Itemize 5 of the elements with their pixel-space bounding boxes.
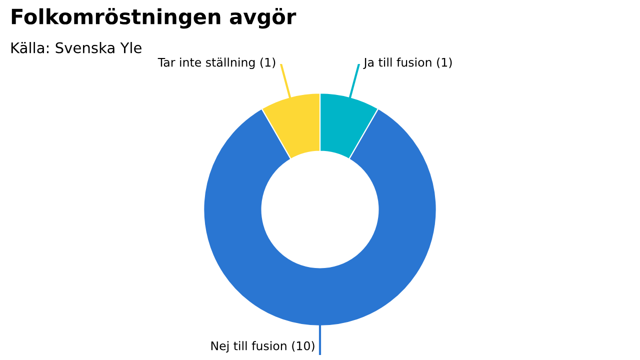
chart-subtitle: Källa: Svenska Yle	[11, 42, 142, 54]
slice-label: Tar inte ställning (1)	[158, 58, 276, 70]
slice-label: Nej till fusion (10)	[211, 341, 314, 353]
chart-title: Folkomröstningen avgör	[12, 8, 296, 29]
slice-label: Ja till fusion (1)	[363, 58, 452, 69]
